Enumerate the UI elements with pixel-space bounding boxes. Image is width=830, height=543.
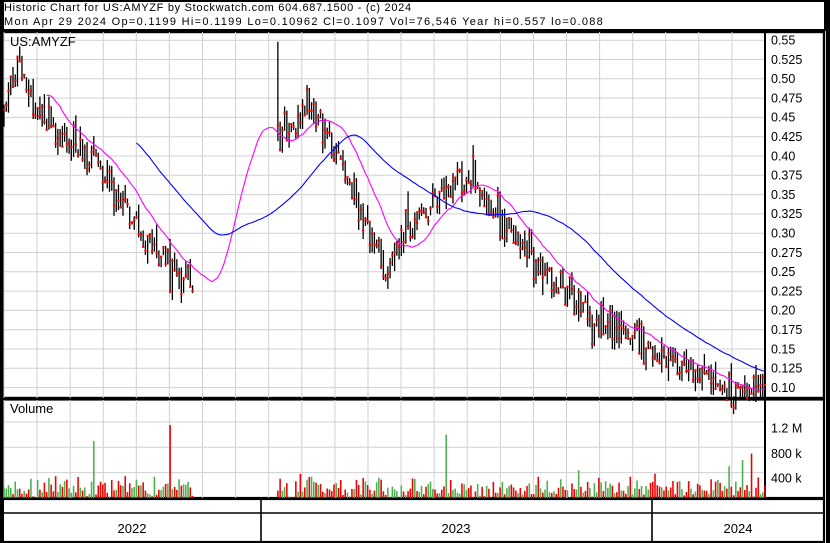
svg-text:0.55: 0.55 <box>771 34 795 48</box>
svg-text:400 k: 400 k <box>771 471 802 485</box>
svg-text:0.25: 0.25 <box>771 265 795 279</box>
svg-text:Volume: Volume <box>10 401 53 416</box>
svg-text:0.275: 0.275 <box>771 246 802 260</box>
svg-text:0.40: 0.40 <box>771 149 795 163</box>
svg-text:0.225: 0.225 <box>771 284 802 298</box>
svg-text:1.2 M: 1.2 M <box>771 422 802 436</box>
svg-text:800 k: 800 k <box>771 447 802 461</box>
svg-text:0.30: 0.30 <box>771 227 795 241</box>
svg-text:US:AMYZF: US:AMYZF <box>10 34 76 49</box>
svg-text:0.425: 0.425 <box>771 130 802 144</box>
svg-text:0.475: 0.475 <box>771 91 802 105</box>
svg-text:0.20: 0.20 <box>771 304 795 318</box>
svg-text:0.125: 0.125 <box>771 362 802 376</box>
svg-text:0.525: 0.525 <box>771 53 802 67</box>
svg-text:2024: 2024 <box>724 521 753 536</box>
svg-text:2022: 2022 <box>118 521 147 536</box>
svg-text:Historic Chart for US:AMYZF by: Historic Chart for US:AMYZF by Stockwatc… <box>4 2 412 14</box>
svg-text:Mon Apr 29 2024 Op=0.1199: Mon Apr 29 2024 Op=0.1199 Hi=0.1199 Lo=0… <box>4 16 604 28</box>
svg-text:0.15: 0.15 <box>771 342 795 356</box>
svg-text:0.375: 0.375 <box>771 169 802 183</box>
svg-text:0.10: 0.10 <box>771 381 795 395</box>
svg-text:0.45: 0.45 <box>771 111 795 125</box>
svg-text:0.50: 0.50 <box>771 72 795 86</box>
svg-text:0.325: 0.325 <box>771 207 802 221</box>
svg-text:0.35: 0.35 <box>771 188 795 202</box>
svg-text:0.175: 0.175 <box>771 323 802 337</box>
svg-text:2023: 2023 <box>442 521 471 536</box>
